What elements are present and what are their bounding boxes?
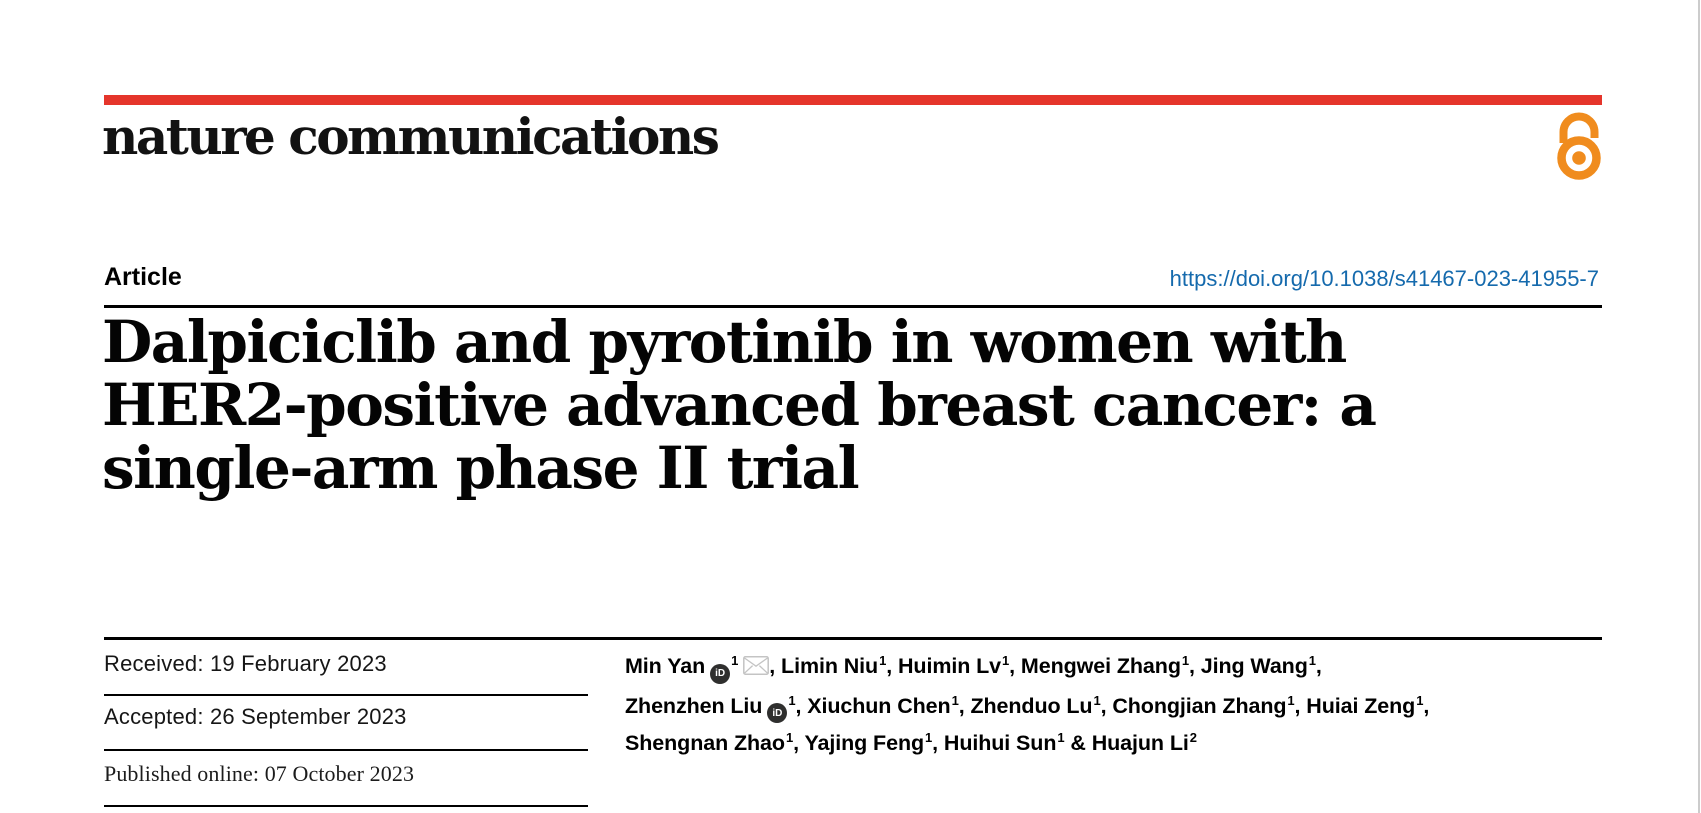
- author-name: Yajing Feng: [804, 731, 925, 755]
- author-block: Min Yan iD1, Limin Niu1, Huimin Lv1, Meng…: [625, 648, 1635, 763]
- author-line: Shengnan Zhao1, Yajing Feng1, Huihui Sun…: [625, 725, 1635, 763]
- article-type-label: Article: [104, 263, 182, 291]
- affiliation-superscript: 1: [1416, 692, 1424, 708]
- article-title-line: single-arm phase II trial: [102, 434, 860, 502]
- article-title-line: HER2-positive advanced breast cancer: a: [102, 371, 1377, 439]
- affiliation-superscript: 1: [731, 653, 739, 668]
- author-name: Min Yan: [625, 654, 706, 678]
- author-separator: ,: [1315, 654, 1322, 678]
- author-separator: ,: [1423, 693, 1430, 718]
- date-separator-rule: [104, 694, 588, 696]
- accepted-date: Accepted: 26 September 2023: [104, 704, 407, 729]
- received-date: Received: 19 February 2023: [104, 651, 387, 676]
- affiliation-superscript: 1: [1093, 692, 1101, 708]
- article-title: Dalpiciclib and pyrotinib in women with …: [102, 311, 1602, 500]
- author-separator: ,: [958, 693, 971, 718]
- author-separator: ,: [795, 693, 808, 718]
- page-edge-line: [1698, 0, 1700, 813]
- doi-link[interactable]: https://doi.org/10.1038/s41467-023-41955…: [1169, 266, 1599, 291]
- author-name: Zhenzhen Liu: [625, 693, 763, 718]
- author-line: Zhenzhen Liu iD1, Xiuchun Chen1, Zhenduo …: [625, 688, 1635, 726]
- date-separator-rule: [104, 749, 588, 751]
- author-name: Huimin Lv: [897, 654, 1002, 678]
- affiliation-superscript: 1: [879, 653, 887, 668]
- author-separator: ,: [1189, 654, 1201, 678]
- orcid-icon[interactable]: iD: [710, 663, 731, 684]
- author-line: Min Yan iD1, Limin Niu1, Huimin Lv1, Meng…: [625, 648, 1635, 688]
- author-separator: ,: [793, 731, 805, 755]
- author-name: Xiuchun Chen: [807, 693, 951, 718]
- metadata-divider-rule: [104, 637, 1602, 640]
- author-name: Jing Wang: [1200, 654, 1308, 678]
- affiliation-superscript: 1: [788, 692, 796, 708]
- article-title-line: Dalpiciclib and pyrotinib in women with: [102, 308, 1347, 376]
- orcid-icon[interactable]: iD: [767, 703, 788, 724]
- author-name: Limin Niu: [781, 654, 879, 678]
- author-name: Huajun Li: [1091, 731, 1189, 755]
- author-separator: &: [1064, 731, 1092, 755]
- affiliation-superscript: 1: [1057, 730, 1065, 745]
- journal-accent-bar: [104, 95, 1602, 105]
- author-name: Huihui Sun: [943, 731, 1057, 755]
- open-access-icon: [1556, 111, 1602, 186]
- affiliation-superscript: 1: [1287, 692, 1295, 708]
- author-separator: ,: [769, 654, 782, 678]
- envelope-icon[interactable]: [743, 650, 770, 688]
- affiliation-superscript: 1: [925, 730, 933, 745]
- affiliation-superscript: 1: [1002, 653, 1010, 668]
- affiliation-superscript: 1: [785, 730, 794, 745]
- author-name: Chongjian Zhang: [1112, 693, 1287, 718]
- author-separator: ,: [1294, 693, 1307, 718]
- journal-logo: nature communications: [102, 107, 720, 166]
- author-name: Huiai Zeng: [1306, 693, 1416, 718]
- affiliation-superscript: 1: [1181, 653, 1189, 668]
- author-separator: ,: [932, 731, 944, 755]
- author-separator: ,: [886, 654, 898, 678]
- affiliation-superscript: 1: [1308, 653, 1316, 668]
- affiliation-superscript: 2: [1189, 730, 1197, 745]
- author-name: Shengnan Zhao: [625, 731, 785, 755]
- author-separator: ,: [1100, 693, 1113, 718]
- author-separator: ,: [1009, 654, 1021, 678]
- date-separator-rule: [104, 805, 588, 807]
- author-name: Zhenduo Lu: [970, 693, 1093, 718]
- affiliation-superscript: 1: [951, 692, 959, 708]
- published-online-date: Published online: 07 October 2023: [104, 761, 415, 786]
- author-name: Mengwei Zhang: [1020, 654, 1181, 678]
- header-divider-rule: [104, 305, 1602, 308]
